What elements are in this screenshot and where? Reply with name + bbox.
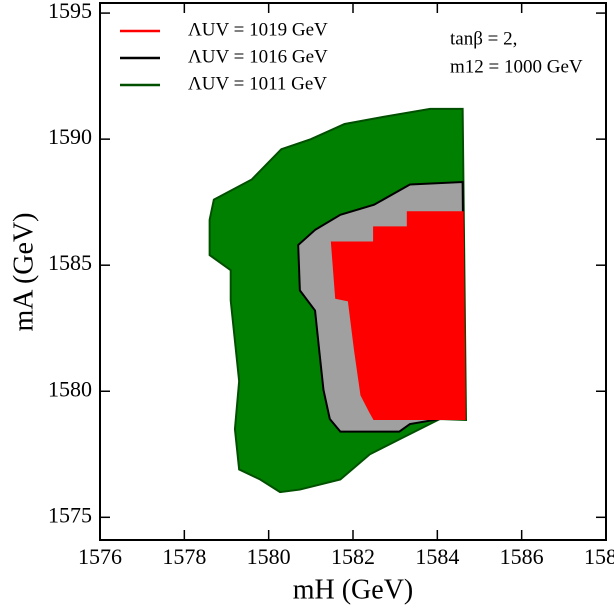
y-axis-label: mA (GeV) (8, 213, 39, 332)
x-tick-label: 1586 (500, 544, 544, 569)
annotation: m12 = 1000 GeV (450, 56, 583, 77)
x-tick-label: 1576 (78, 544, 122, 569)
annotation: tanβ = 2, (450, 28, 517, 49)
region (330, 211, 466, 420)
x-tick-label: 1584 (415, 544, 459, 569)
x-tick-label: 1578 (162, 544, 206, 569)
legend-label: ΛUV = 1016 GeV (188, 46, 328, 67)
y-tick-label: 1580 (48, 376, 92, 401)
legend-label: ΛUV = 1011 GeV (188, 73, 327, 94)
y-tick-label: 1575 (48, 502, 92, 527)
legend-label: ΛUV = 1019 GeV (188, 19, 328, 40)
y-tick-label: 1595 (48, 0, 92, 23)
x-tick-label: 1588 (584, 544, 614, 569)
x-tick-label: 1580 (247, 544, 291, 569)
x-axis-label: mH (GeV) (293, 574, 414, 605)
x-tick-label: 1582 (331, 544, 375, 569)
y-tick-label: 1585 (48, 250, 92, 275)
y-tick-label: 1590 (48, 124, 92, 149)
